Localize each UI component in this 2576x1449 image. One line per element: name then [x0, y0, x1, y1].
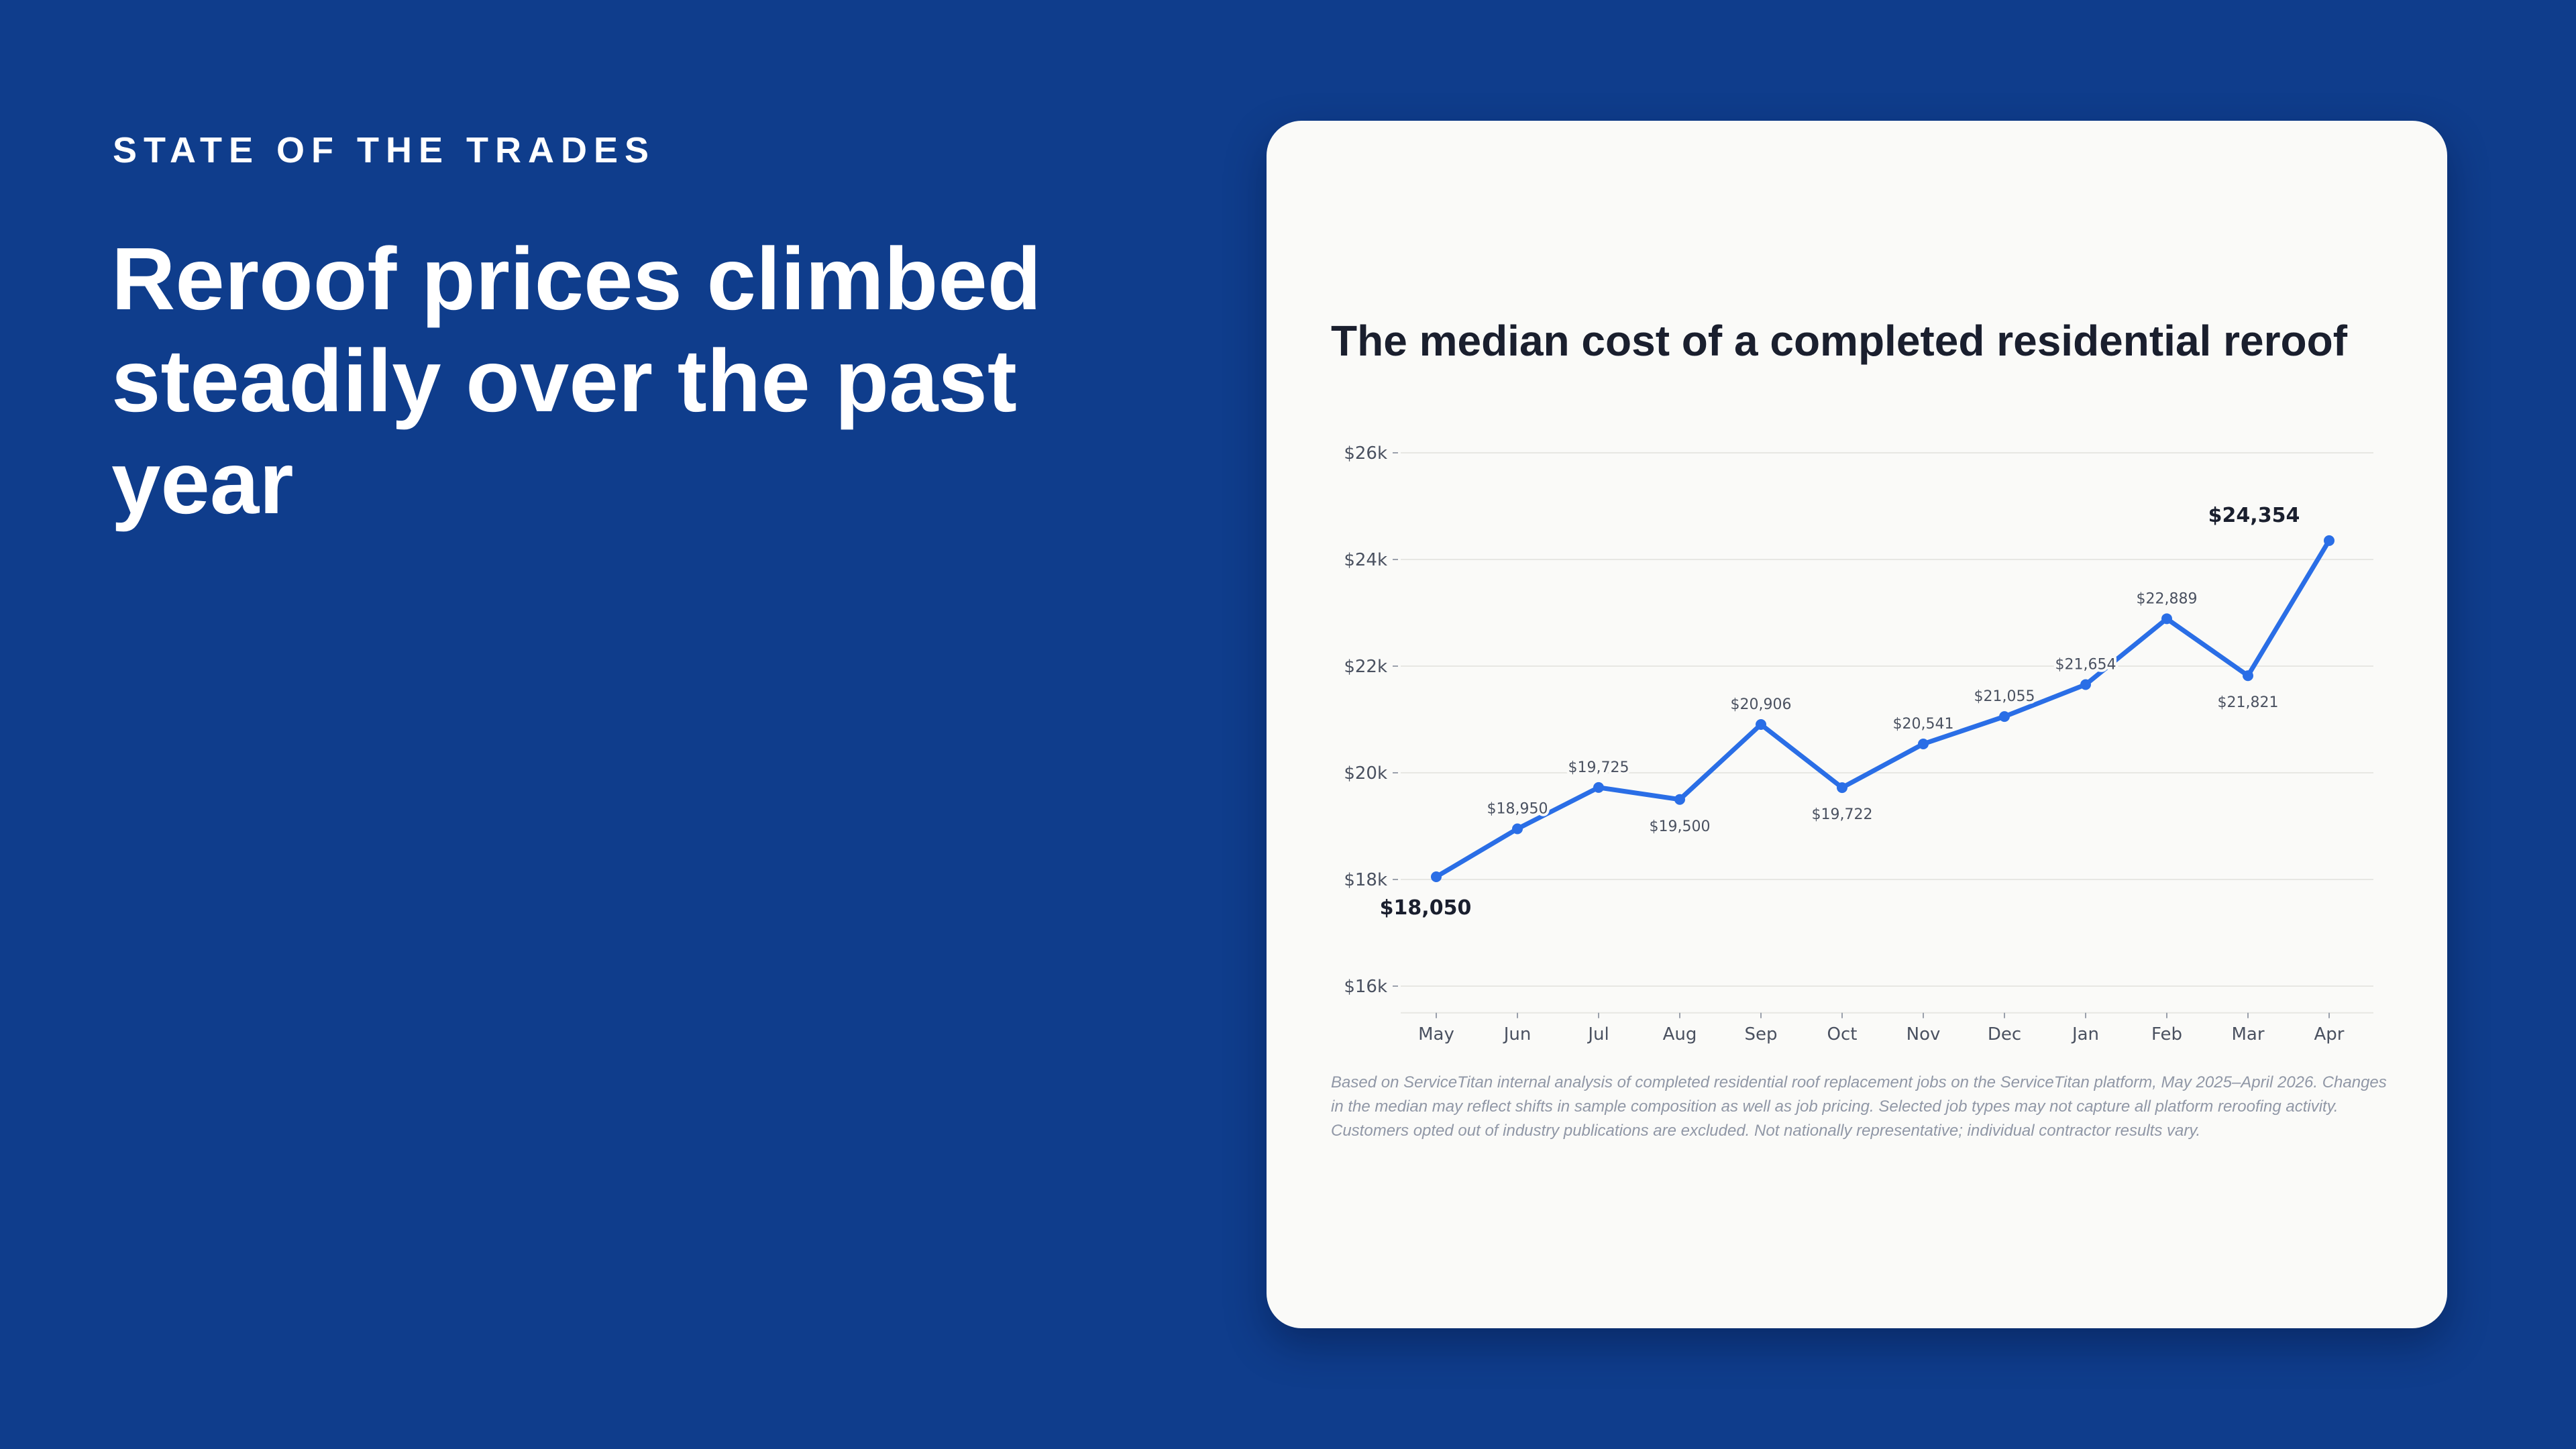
x-tick-label: Aug — [1663, 1024, 1697, 1044]
data-label: $19,722 — [1812, 806, 1873, 823]
x-tick-label: Jan — [2071, 1024, 2099, 1044]
data-label: $21,055 — [1974, 688, 2035, 705]
eyebrow-label: STATE OF THE TRADES — [113, 130, 655, 170]
x-tick-label: Oct — [1827, 1024, 1858, 1044]
data-label: $19,500 — [1650, 818, 1711, 835]
data-label: $20,906 — [1731, 696, 1792, 713]
y-tick-label: $16k — [1344, 977, 1387, 997]
y-tick-label: $18k — [1344, 870, 1387, 890]
y-tick-label: $20k — [1344, 763, 1387, 784]
data-point — [2243, 670, 2253, 682]
data-point — [2324, 535, 2334, 546]
data-label: $19,725 — [1568, 759, 1629, 776]
data-label: $18,950 — [1487, 800, 1548, 817]
data-point — [1918, 738, 1929, 749]
page-headline: Reroof prices climbed steadily over the … — [111, 229, 1042, 532]
data-label: $24,354 — [2208, 504, 2300, 527]
data-label: $21,654 — [2055, 657, 2116, 674]
x-tick-label: Sep — [1744, 1024, 1777, 1044]
data-point — [2080, 679, 2091, 690]
series-line — [1434, 538, 2332, 879]
x-tick-label: Apr — [2314, 1024, 2345, 1044]
data-point — [1999, 711, 2010, 722]
line-chart: $16k $18k $20k $22k $24k $26k May Jun Jul Aug Sep O… — [1344, 443, 2373, 1044]
data-point — [2161, 613, 2172, 625]
data-label: $22,889 — [2137, 590, 2198, 607]
chart-title: The median cost of a completed residenti… — [1331, 317, 2347, 365]
y-tick-label: $26k — [1344, 443, 1387, 464]
x-tick-label: Jun — [1503, 1024, 1532, 1044]
y-tick-label: $22k — [1344, 657, 1387, 677]
x-tick-label: Mar — [2231, 1024, 2264, 1044]
x-tick-label: Feb — [2151, 1024, 2182, 1044]
data-label: $21,821 — [2218, 694, 2279, 711]
chart-footnote: Based on ServiceTitan internal analysis … — [1331, 1073, 2387, 1140]
data-label: $20,541 — [1893, 716, 1954, 733]
x-tick-label: Nov — [1907, 1024, 1941, 1044]
x-tick-label: May — [1418, 1024, 1454, 1044]
data-point — [1431, 871, 1442, 883]
chart-card: The median cost of a completed residenti… — [1267, 121, 2447, 1328]
data-point — [1837, 782, 1847, 794]
data-point — [1512, 823, 1523, 835]
y-tick-label: $24k — [1344, 550, 1387, 570]
data-point — [1674, 794, 1685, 805]
data-point — [1756, 718, 1766, 730]
data-label: $18,050 — [1380, 896, 1472, 920]
x-tick-label: Dec — [1988, 1024, 2021, 1044]
data-point — [1593, 782, 1604, 793]
x-tick-label: Jul — [1587, 1024, 1609, 1044]
